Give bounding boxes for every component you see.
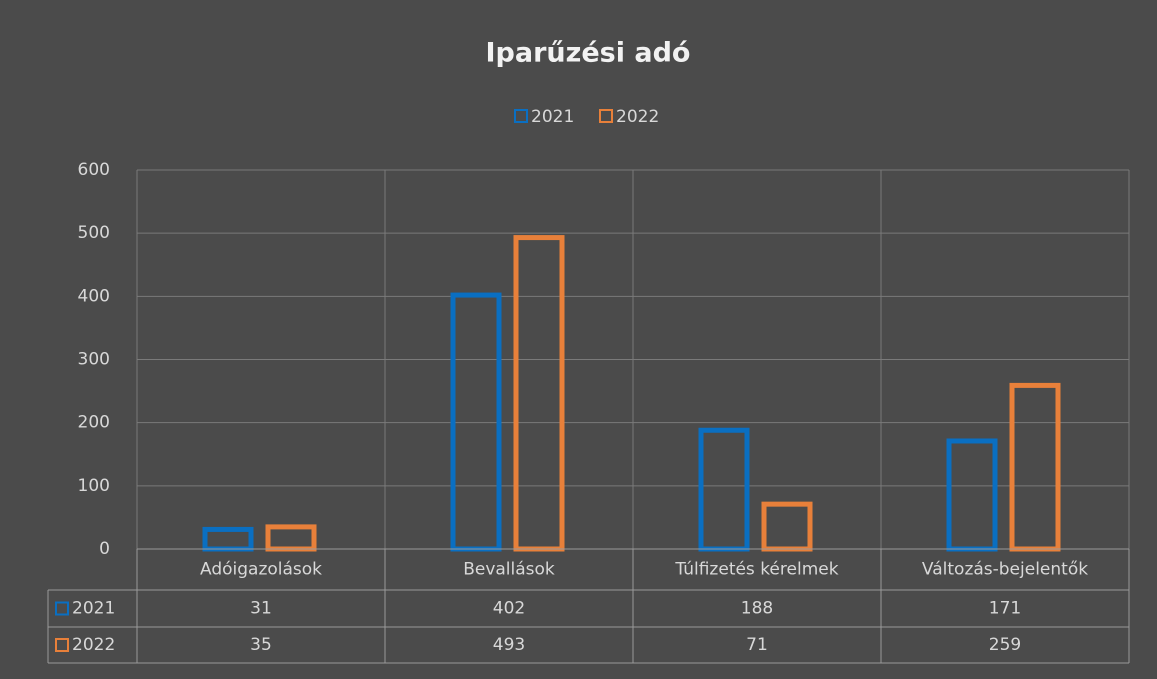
table-value: 259 [989,635,1021,655]
legend-label: 2022 [616,107,659,127]
legend-key [514,109,528,123]
x-tick-label: Változás-bejelentők [922,560,1088,580]
legend-key [55,638,69,652]
y-tick-label: 100 [78,476,110,496]
table-value: 402 [493,599,525,619]
chart-title: Iparűzési adó [486,38,691,69]
legend-key [599,109,613,123]
x-tick-label: Túlfizetés kérelmek [674,560,838,580]
y-tick-label: 200 [78,413,110,433]
y-tick-label: 500 [78,223,110,243]
table-value: 493 [493,635,525,655]
table-value: 31 [250,599,272,619]
legend-key [55,601,69,616]
y-tick-label: 300 [78,350,110,370]
table-series-label: 2022 [72,635,115,655]
y-tick-label: 600 [78,160,110,180]
table-value: 188 [741,599,773,619]
y-tick-label: 0 [99,539,110,559]
legend-label: 2021 [531,107,574,127]
x-tick-label: Adóigazolások [200,560,322,580]
table-value: 171 [989,599,1021,619]
x-tick-label: Bevallások [463,560,555,580]
table-value: 71 [746,635,768,655]
table-value: 35 [250,635,272,655]
table-series-label: 2021 [72,599,115,619]
y-tick-label: 400 [78,286,110,306]
